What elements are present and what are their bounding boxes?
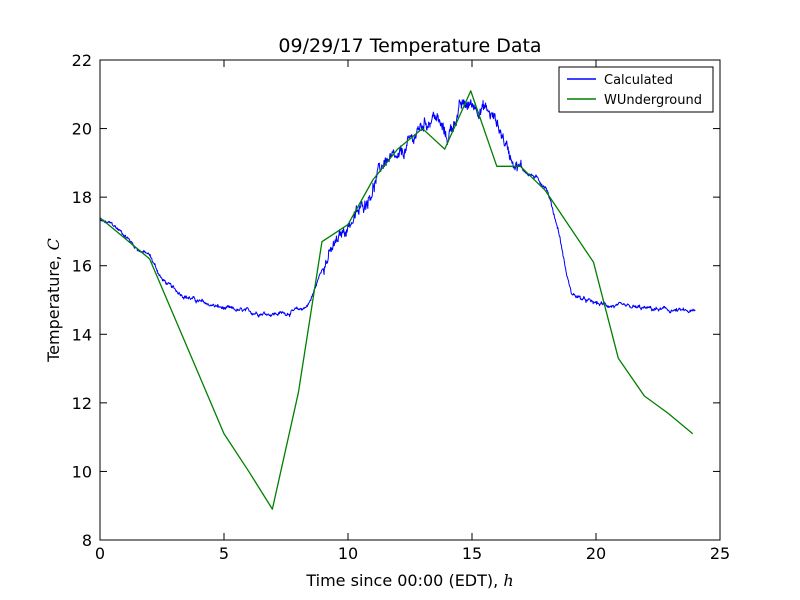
y-axis-label-variable: C: [44, 238, 63, 250]
x-tick-label: 10: [338, 544, 358, 563]
series-line-calculated: [99, 99, 696, 318]
x-tick-label: 15: [462, 544, 482, 563]
legend-label-calculated: Calculated: [604, 73, 673, 88]
x-tick-label: 25: [710, 544, 730, 563]
y-tick-label: 18: [72, 188, 92, 207]
y-tick-label: 14: [72, 325, 92, 344]
x-axis-label-text: Time since 00:00 (EDT),: [305, 571, 503, 590]
x-tick-label: 5: [219, 544, 229, 563]
y-tick-label: 20: [72, 120, 92, 139]
x-tick-label: 20: [586, 544, 606, 563]
x-axis-label: Time since 00:00 (EDT), h: [305, 571, 513, 590]
y-tick-label: 8: [82, 531, 92, 550]
x-axis-label-variable: h: [503, 571, 513, 590]
series-layer: [99, 90, 696, 510]
y-tick-label: 16: [72, 257, 92, 276]
x-axis-ticks: 0 5 10 15 20 25: [95, 60, 730, 563]
legend: Calculated WUnderground: [558, 66, 714, 113]
y-axis-label-text: Temperature,: [44, 250, 63, 363]
y-tick-label: 22: [72, 51, 92, 70]
series-line-wunderground: [99, 90, 694, 510]
legend-box: [558, 66, 714, 113]
y-axis-label: Temperature, C: [44, 238, 63, 363]
plot-area: [100, 60, 720, 540]
legend-label-wunderground: WUnderground: [604, 93, 702, 108]
y-tick-label: 10: [72, 462, 92, 481]
plot-frame: [99, 59, 721, 541]
y-tick-label: 12: [72, 394, 92, 413]
chart-title: 09/29/17 Temperature Data: [278, 35, 541, 57]
x-tick-label: 0: [95, 544, 105, 563]
y-axis-ticks: 8 10 12 14 16 18 20 22: [72, 51, 720, 550]
